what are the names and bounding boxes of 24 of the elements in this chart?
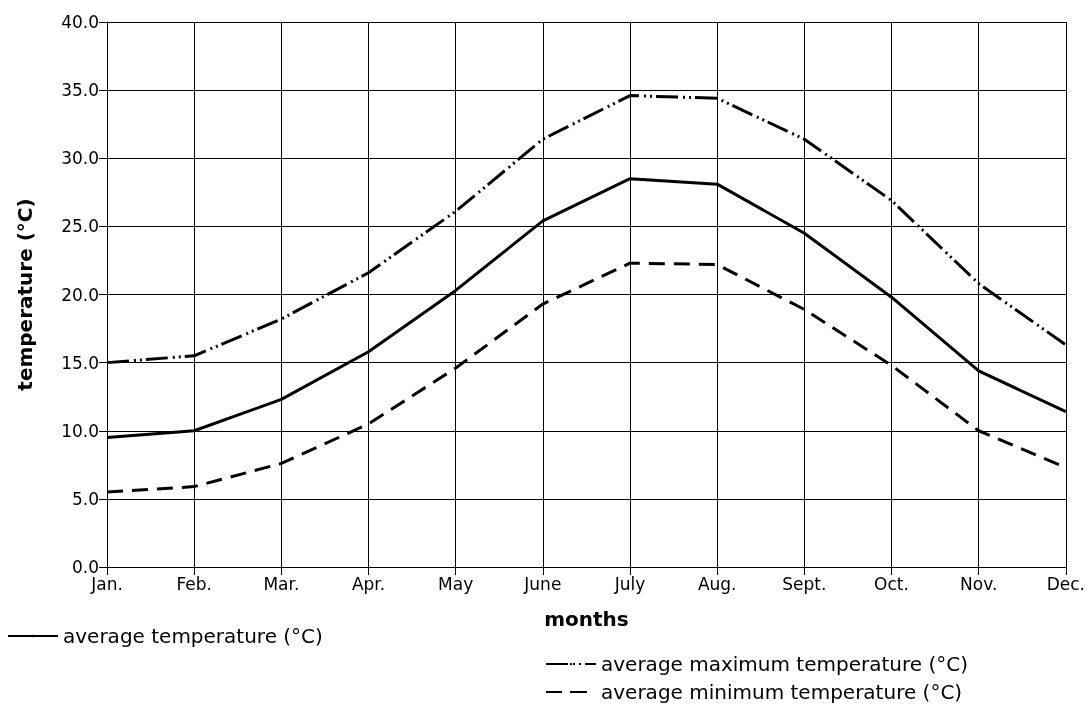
x-axis-title: months [544, 607, 629, 631]
y-axis-title: temperature (°C) [13, 198, 37, 391]
y-tick-label: 15.0 [61, 352, 99, 373]
y-tick-label: 20.0 [61, 284, 99, 305]
x-tick-label: Oct. [874, 573, 909, 594]
y-tick-label: 35.0 [61, 80, 99, 101]
x-tick-label: Mar. [263, 573, 300, 594]
legend-label: average minimum temperature (°C) [601, 680, 963, 704]
legend-label: average maximum temperature (°C) [601, 652, 969, 676]
legend-label: average temperature (°C) [63, 624, 323, 648]
y-tick-label: 25.0 [61, 216, 99, 237]
x-tick-label: Feb. [176, 573, 212, 594]
y-tick-label: 10.0 [61, 420, 99, 441]
x-tick-label: Nov. [960, 573, 998, 594]
y-tick-label: 30.0 [61, 148, 99, 169]
y-tick-label: 5.0 [71, 488, 99, 509]
x-tick-label: Aug. [697, 573, 737, 594]
x-tick-label: Apr. [351, 573, 386, 594]
x-tick-label: July [613, 573, 646, 594]
x-tick-label: June [523, 573, 562, 594]
x-tick-label: Sept. [782, 573, 827, 594]
x-tick-label: May [438, 573, 474, 594]
x-tick-label: Dec. [1046, 573, 1086, 594]
y-tick-label: 40.0 [61, 12, 99, 32]
